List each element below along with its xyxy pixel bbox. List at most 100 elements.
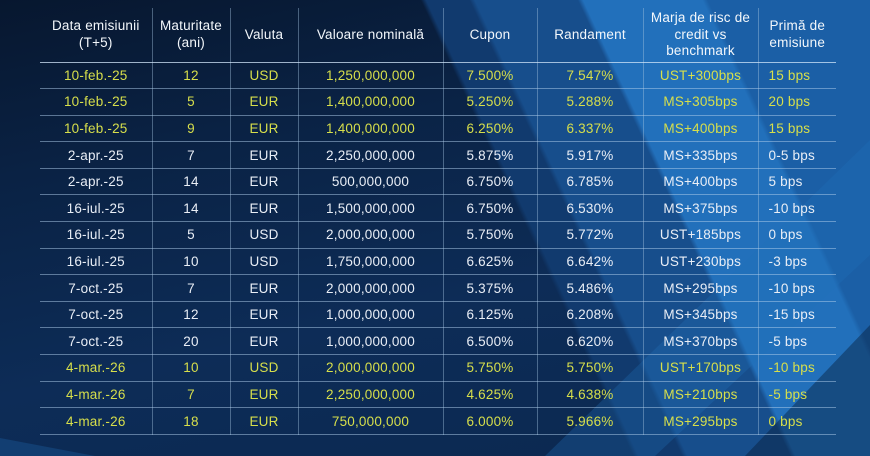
cell-currency: EUR — [230, 194, 299, 223]
cell-maturity: 10 — [152, 354, 231, 382]
cell-spread: UST+185bps — [643, 221, 759, 249]
cell-coupon: 4.625% — [443, 381, 538, 409]
table-row: 7-oct.-25 20 EUR 1,000,000,000 6.500% 6.620% M… — [40, 327, 836, 356]
cell-yield: 6.530% — [537, 194, 644, 223]
cell-coupon: 6.000% — [443, 407, 538, 435]
table-row: 4-mar.-26 18 EUR 750,000,000 6.000% 5.966% MS+… — [40, 407, 836, 435]
column-header-nominal: Valoare nominală — [298, 8, 444, 63]
column-header-maturity: Maturitate (ani) — [152, 8, 231, 63]
cell-yield: 6.642% — [537, 248, 644, 276]
cell-coupon: 5.750% — [443, 354, 538, 382]
table-row: 10-feb.-25 5 EUR 1,400,000,000 5.250% 5.288% M… — [40, 88, 836, 116]
cell-nominal: 2,250,000,000 — [298, 141, 444, 169]
cell-issue-date: 16-iul.-25 — [40, 248, 153, 276]
cell-maturity: 10 — [152, 248, 231, 276]
cell-premium: -5 bps — [758, 327, 836, 356]
cell-maturity: 18 — [152, 407, 231, 435]
cell-issue-date: 7-oct.-25 — [40, 327, 153, 356]
cell-coupon: 5.375% — [443, 274, 538, 302]
cell-issue-date: 7-oct.-25 — [40, 301, 153, 329]
cell-currency: EUR — [230, 115, 299, 143]
cell-issue-date: 16-iul.-25 — [40, 221, 153, 249]
cell-yield: 6.785% — [537, 168, 644, 196]
cell-issue-date: 4-mar.-26 — [40, 407, 153, 435]
cell-coupon: 5.875% — [443, 141, 538, 169]
cell-maturity: 5 — [152, 221, 231, 249]
cell-maturity: 12 — [152, 62, 231, 90]
cell-nominal: 2,000,000,000 — [298, 274, 444, 302]
cell-issue-date: 7-oct.-25 — [40, 274, 153, 302]
cell-maturity: 7 — [152, 141, 231, 169]
cell-premium: -5 bps — [758, 381, 836, 409]
cell-spread: UST+170bps — [643, 354, 759, 382]
cell-nominal: 1,750,000,000 — [298, 248, 444, 276]
cell-currency: USD — [230, 248, 299, 276]
table-row: 4-mar.-26 10 USD 2,000,000,000 5.750% 5.750% U… — [40, 354, 836, 382]
cell-issue-date: 4-mar.-26 — [40, 354, 153, 382]
cell-spread: MS+345bps — [643, 301, 759, 329]
cell-spread: MS+295bps — [643, 407, 759, 435]
cell-coupon: 7.500% — [443, 62, 538, 90]
cell-spread: MS+295bps — [643, 274, 759, 302]
cell-issue-date: 2-apr.-25 — [40, 168, 153, 196]
cell-premium: 0 bps — [758, 221, 836, 249]
cell-maturity: 9 — [152, 115, 231, 143]
cell-maturity: 7 — [152, 381, 231, 409]
cell-premium: -15 bps — [758, 301, 836, 329]
cell-issue-date: 4-mar.-26 — [40, 381, 153, 409]
cell-currency: USD — [230, 354, 299, 382]
table-row: 10-feb.-25 12 USD 1,250,000,000 7.500% 7.547%… — [40, 62, 836, 90]
cell-spread: MS+400bps — [643, 168, 759, 196]
cell-spread: MS+400bps — [643, 115, 759, 143]
cell-nominal: 1,000,000,000 — [298, 301, 444, 329]
cell-nominal: 500,000,000 — [298, 168, 444, 196]
cell-currency: EUR — [230, 274, 299, 302]
cell-nominal: 1,400,000,000 — [298, 115, 444, 143]
cell-nominal: 750,000,000 — [298, 407, 444, 435]
cell-spread: MS+370bps — [643, 327, 759, 356]
cell-currency: USD — [230, 221, 299, 249]
cell-coupon: 6.250% — [443, 115, 538, 143]
cell-currency: EUR — [230, 407, 299, 435]
cell-currency: USD — [230, 62, 299, 90]
cell-yield: 5.288% — [537, 88, 644, 116]
cell-issue-date: 10-feb.-25 — [40, 115, 153, 143]
cell-yield: 5.917% — [537, 141, 644, 169]
cell-coupon: 6.625% — [443, 248, 538, 276]
cell-nominal: 2,000,000,000 — [298, 354, 444, 382]
cell-premium: -3 bps — [758, 248, 836, 276]
cell-spread: UST+300bps — [643, 62, 759, 90]
cell-yield: 5.966% — [537, 407, 644, 435]
cell-maturity: 14 — [152, 168, 231, 196]
cell-currency: EUR — [230, 141, 299, 169]
cell-nominal: 1,400,000,000 — [298, 88, 444, 116]
cell-yield: 6.337% — [537, 115, 644, 143]
cell-currency: EUR — [230, 88, 299, 116]
column-header-issue-date: Data emisiunii (T+5) — [40, 8, 153, 63]
cell-premium: -10 bps — [758, 274, 836, 302]
table-row: 4-mar.-26 7 EUR 2,250,000,000 4.625% 4.638% MS… — [40, 381, 836, 409]
cell-yield: 7.547% — [537, 62, 644, 90]
cell-nominal: 1,250,000,000 — [298, 62, 444, 90]
cell-nominal: 2,250,000,000 — [298, 381, 444, 409]
cell-currency: EUR — [230, 168, 299, 196]
cell-premium: 15 bps — [758, 115, 836, 143]
cell-spread: MS+375bps — [643, 194, 759, 223]
cell-maturity: 7 — [152, 274, 231, 302]
cell-currency: EUR — [230, 327, 299, 356]
table-row: 2-apr.-25 7 EUR 2,250,000,000 5.875% 5.917% MS… — [40, 141, 836, 169]
bond-issuance-table: Data emisiunii (T+5) Maturitate (ani) Va… — [40, 8, 836, 435]
cell-premium: 0 bps — [758, 407, 836, 435]
cell-nominal: 1,500,000,000 — [298, 194, 444, 223]
cell-spread: MS+305bps — [643, 88, 759, 116]
cell-nominal: 1,000,000,000 — [298, 327, 444, 356]
cell-spread: MS+210bps — [643, 381, 759, 409]
table-row: 16-iul.-25 10 USD 1,750,000,000 6.625% 6.642%… — [40, 248, 836, 276]
cell-premium: 5 bps — [758, 168, 836, 196]
cell-issue-date: 10-feb.-25 — [40, 62, 153, 90]
cell-issue-date: 2-apr.-25 — [40, 141, 153, 169]
cell-coupon: 6.500% — [443, 327, 538, 356]
column-header-coupon: Cupon — [443, 8, 538, 63]
cell-yield: 5.750% — [537, 354, 644, 382]
